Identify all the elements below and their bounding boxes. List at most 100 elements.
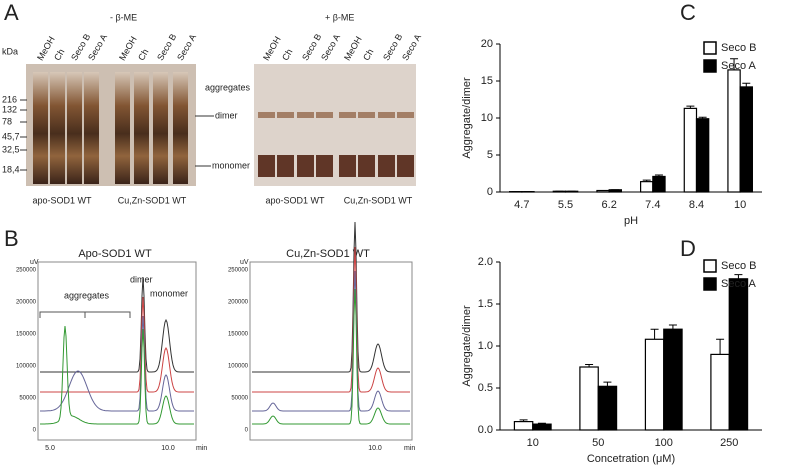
x-tick-label: 10 — [527, 437, 539, 449]
band — [397, 155, 414, 177]
x-tick-label: 10.0 — [161, 445, 175, 452]
band — [397, 112, 414, 118]
y-tick-label: 10 — [481, 112, 493, 124]
unit: uV — [240, 259, 249, 266]
marker-label: 18,4 — [2, 164, 20, 174]
x-tick-label: 5.0 — [45, 445, 55, 452]
x-tick-label: 50 — [592, 437, 604, 449]
x-unit: min — [196, 445, 207, 452]
x-tick-label: 4.7 — [514, 199, 529, 211]
kda-label: kDa — [2, 46, 18, 56]
lane-label: Seco A — [175, 32, 198, 62]
band — [277, 155, 294, 177]
y-tick-label: 1.5 — [478, 298, 493, 310]
bar — [653, 176, 665, 192]
y-tick-label: 150000 — [16, 332, 37, 338]
y-axis-label: Aggregate/dimer — [461, 305, 473, 387]
x-tick-label: 7.4 — [645, 199, 660, 211]
bar — [729, 279, 747, 430]
y-tick-label: 200000 — [16, 300, 37, 306]
group-label: Cu,Zn-SOD1 WT — [118, 195, 187, 205]
peak-label: dimer — [130, 274, 153, 284]
y-tick-label: 200000 — [228, 300, 249, 306]
legend-label: Seco B — [721, 260, 756, 272]
band — [258, 112, 275, 118]
lane — [50, 72, 65, 184]
plot-frame — [250, 262, 412, 440]
y-tick-label: 0.0 — [478, 424, 493, 436]
error-bar — [669, 325, 677, 329]
band — [339, 112, 356, 118]
x-tick-label: 100 — [655, 437, 673, 449]
lane — [67, 72, 82, 184]
legend-swatch — [704, 278, 716, 290]
band — [277, 112, 294, 118]
bar — [728, 70, 740, 192]
lane — [33, 72, 48, 184]
x-tick-label: 8.4 — [689, 199, 704, 211]
bar — [697, 119, 709, 192]
y-tick-label: 0.5 — [478, 382, 493, 394]
lane-label: MeOH — [261, 35, 283, 63]
y-tick-label: 15 — [481, 75, 493, 87]
y-tick-label: 0 — [33, 428, 37, 434]
group-label: apo-SOD1 WT — [32, 195, 92, 205]
y-tick-label: 20 — [481, 38, 493, 50]
peak-label: aggregates — [64, 290, 110, 300]
group-label: Cu,Zn-SOD1 WT — [344, 195, 413, 205]
y-tick-label: 0 — [487, 186, 493, 198]
band — [378, 112, 395, 118]
trace-title: Apo-SOD1 WT — [78, 248, 152, 260]
condition-label: - β-ME — [110, 12, 137, 22]
band — [358, 155, 375, 177]
trace — [252, 289, 410, 424]
x-axis-label: pH — [624, 215, 638, 227]
y-tick-label: 1.0 — [478, 340, 493, 352]
bar — [684, 108, 696, 192]
legend-swatch — [704, 60, 716, 72]
lane — [173, 72, 188, 184]
legend-label: Seco A — [721, 60, 757, 72]
bar — [664, 329, 682, 430]
x-tick-label: 10 — [734, 199, 746, 211]
panel-letter: A — [4, 0, 19, 25]
lane-label: Ch — [280, 47, 294, 62]
band — [316, 155, 333, 177]
x-tick-label: 5.5 — [558, 199, 573, 211]
band — [378, 155, 395, 177]
y-tick-label: 150000 — [228, 332, 249, 338]
y-tick-label: 100000 — [16, 364, 37, 370]
band — [258, 155, 275, 177]
y-tick-label: 250000 — [228, 268, 249, 274]
bar — [645, 339, 663, 430]
trace — [40, 297, 194, 392]
y-tick-label: 5 — [487, 149, 493, 161]
band — [339, 155, 356, 177]
lane — [134, 72, 149, 184]
legend-swatch — [704, 42, 716, 54]
x-tick-label: 250 — [720, 437, 738, 449]
band-label: dimer — [215, 110, 238, 120]
condition-label: + β-ME — [325, 12, 354, 22]
lane-label: Ch — [52, 47, 66, 62]
bar — [514, 422, 532, 430]
y-tick-label: 100000 — [228, 364, 249, 370]
x-tick-label: 10.0 — [368, 445, 382, 452]
lane-label: Ch — [361, 47, 375, 62]
lane — [115, 72, 130, 184]
band — [316, 112, 333, 118]
error-bar — [651, 329, 659, 339]
panel-letter: D — [680, 236, 696, 261]
marker-label: 45,7 — [2, 131, 20, 141]
peak-label: monomer — [150, 288, 188, 298]
error-bar — [603, 382, 611, 386]
band-label: monomer — [212, 160, 250, 170]
trace — [252, 222, 410, 372]
bar — [598, 386, 616, 430]
band — [297, 155, 314, 177]
lane — [153, 72, 168, 184]
x-axis-label: Concetration (μM) — [587, 453, 675, 465]
legend-label: Seco B — [721, 42, 756, 54]
y-tick-label: 50000 — [19, 396, 36, 402]
